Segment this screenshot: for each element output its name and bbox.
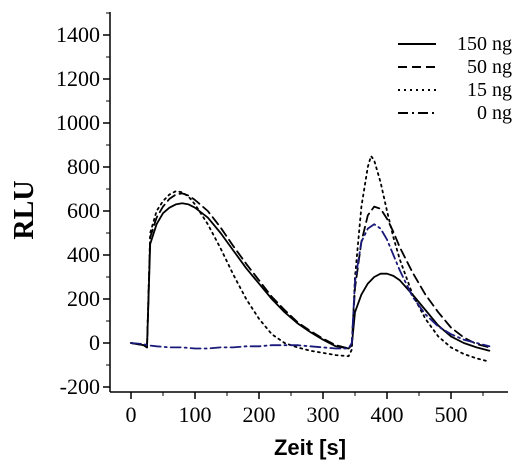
y-axis-label: RLU [9,180,40,239]
y-tick-label: -200 [60,374,100,399]
y-tick-label: 600 [67,198,100,223]
x-tick-label: 100 [179,402,212,427]
series-line [130,202,491,352]
x-tick-label: 200 [243,402,276,427]
series-line [130,192,491,350]
x-axis-label: Zeit [s] [274,435,346,460]
legend-label: 150 ng [457,33,512,55]
y-tick-label: 400 [67,242,100,267]
series-line [130,155,491,363]
y-tick-label: 1200 [56,66,100,91]
legend-label: 15 ng [467,79,512,101]
y-tick-label: 1000 [56,110,100,135]
legend-label: 50 ng [467,56,512,78]
x-tick-label: 400 [371,402,404,427]
y-tick-label: 200 [67,286,100,311]
x-tick-label: 500 [435,402,468,427]
axes [109,12,508,393]
x-tick-label: 0 [126,402,137,427]
x-tick-label: 300 [307,402,340,427]
legend-label: 0 ng [477,102,512,124]
y-tick-label: 800 [67,154,100,179]
series-line [130,223,491,350]
ticks: -200 0 200 400 600 800 1000 1200 1400 0 100 200 300 4… [56,12,484,427]
y-tick-label: 0 [89,330,100,355]
series-lines [130,155,491,363]
y-tick-label: 1400 [56,22,100,47]
